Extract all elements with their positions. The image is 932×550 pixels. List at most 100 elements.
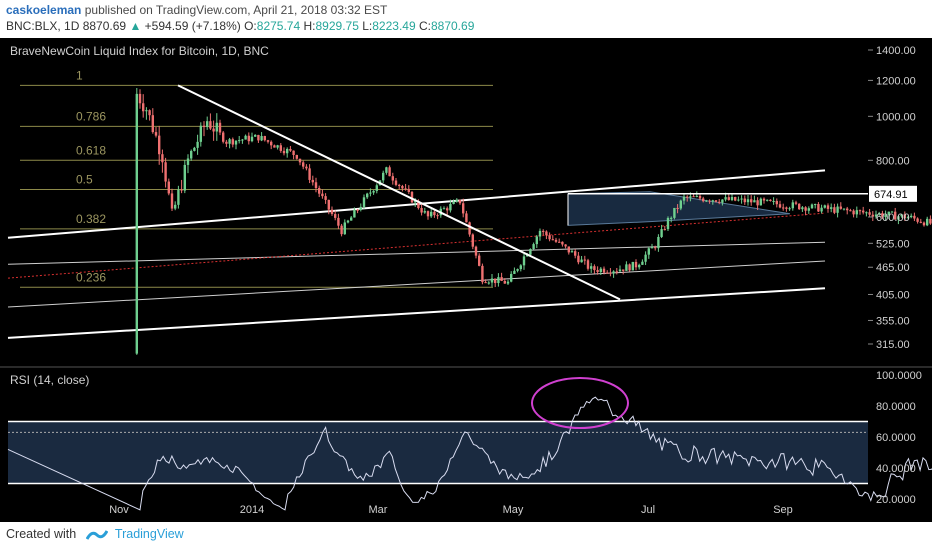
candle-body bbox=[695, 195, 698, 197]
candle-body bbox=[785, 207, 788, 209]
candle-body bbox=[506, 281, 510, 284]
candle-body bbox=[215, 122, 218, 132]
price-tick-label: 405.00 bbox=[876, 289, 910, 301]
time-tick-label: Mar bbox=[369, 504, 388, 516]
candle-body bbox=[782, 207, 785, 209]
candle-body bbox=[545, 231, 548, 236]
candle-body bbox=[692, 196, 695, 198]
candle-body bbox=[458, 199, 462, 204]
candle-body bbox=[241, 139, 244, 141]
rsi-tick-label: 60.0000 bbox=[876, 432, 916, 444]
candle-body bbox=[177, 189, 180, 205]
candle-body bbox=[311, 179, 314, 183]
candle-body bbox=[298, 158, 302, 163]
symbol-label: BNC:BLX, 1D bbox=[6, 19, 80, 33]
candle-body bbox=[887, 211, 890, 215]
candle-body bbox=[897, 216, 900, 220]
candle-body bbox=[206, 121, 209, 128]
candle-body bbox=[730, 197, 734, 201]
rsi-tick-label: 20.0000 bbox=[876, 494, 916, 506]
candle-body bbox=[362, 197, 366, 207]
candle-body bbox=[190, 150, 193, 159]
candle-body bbox=[199, 125, 202, 142]
candle-body bbox=[394, 180, 398, 185]
candle-body bbox=[682, 196, 686, 201]
candle-body bbox=[151, 115, 154, 133]
price-tag-box bbox=[869, 185, 917, 202]
candle-body bbox=[670, 217, 673, 219]
candle-body bbox=[446, 208, 449, 211]
main-chart-title: BraveNewCoin Liquid Index for Bitcoin, 1… bbox=[10, 44, 269, 58]
candle-body bbox=[609, 272, 612, 274]
candle-body bbox=[430, 211, 433, 217]
low-value: 8223.49 bbox=[372, 19, 416, 33]
candle-body bbox=[740, 198, 743, 200]
candle-body bbox=[183, 164, 186, 191]
candle-body bbox=[561, 241, 564, 245]
author-link[interactable]: caskoeleman bbox=[6, 3, 82, 17]
candle-body bbox=[238, 140, 241, 142]
candle-body bbox=[142, 103, 145, 112]
candle-body bbox=[705, 200, 708, 202]
candle-body bbox=[718, 201, 721, 203]
price-tick-label: 800.00 bbox=[876, 155, 910, 167]
candle-body bbox=[631, 261, 634, 271]
time-axis[interactable]: Nov 2014 Mar May Jul Sep bbox=[109, 504, 793, 516]
candle-body bbox=[500, 277, 503, 281]
candle-body bbox=[650, 247, 654, 249]
candle-body bbox=[586, 260, 590, 269]
candle-body bbox=[542, 230, 545, 232]
candle-body bbox=[711, 200, 714, 202]
candle-body bbox=[452, 201, 455, 204]
fib-label: 0.382 bbox=[76, 212, 106, 226]
candle-body bbox=[225, 141, 228, 144]
candle-body bbox=[218, 122, 222, 133]
footer: Created with TradingView bbox=[6, 527, 184, 541]
candle-body bbox=[580, 259, 583, 263]
candle-body bbox=[874, 214, 878, 217]
candle-body bbox=[318, 187, 321, 194]
tradingview-link[interactable]: TradingView bbox=[114, 527, 184, 541]
candle-body bbox=[222, 132, 225, 142]
candle-body bbox=[791, 202, 794, 209]
candle-body bbox=[490, 278, 494, 283]
price-axis[interactable]: 1400.00 1200.00 1000.00 800.00 600.00 525.00 4… bbox=[868, 45, 917, 351]
candle-body bbox=[366, 193, 369, 198]
candle-body bbox=[865, 212, 868, 214]
candle-body bbox=[599, 268, 602, 272]
candle-body bbox=[161, 154, 164, 163]
rsi-tick-label: 100.0000 bbox=[876, 370, 922, 382]
candle-body bbox=[689, 196, 692, 198]
candle-body bbox=[654, 247, 657, 249]
candle-body bbox=[910, 215, 913, 218]
candle-body bbox=[852, 210, 855, 215]
candle-body bbox=[926, 218, 929, 226]
price-tick-label: 525.00 bbox=[876, 238, 910, 250]
candle-body bbox=[289, 148, 292, 151]
candle-body bbox=[538, 230, 542, 237]
candle-body bbox=[698, 195, 702, 199]
candle-body bbox=[810, 204, 814, 209]
candle-body bbox=[660, 229, 663, 237]
rsi-band bbox=[8, 421, 868, 484]
channel-inner-lower-line bbox=[7, 260, 826, 308]
candle-body bbox=[180, 189, 183, 191]
candle-body bbox=[273, 145, 276, 148]
candle-body bbox=[615, 271, 618, 273]
price-tick-label: 1400.00 bbox=[876, 45, 916, 57]
rsi-tick-label: 80.0000 bbox=[876, 401, 916, 413]
candle-body bbox=[423, 211, 426, 213]
candle-body bbox=[638, 264, 641, 268]
candle-body bbox=[388, 167, 391, 177]
candle-body bbox=[196, 141, 199, 148]
candle-body bbox=[529, 249, 532, 255]
candle-body bbox=[634, 261, 638, 268]
candle-body bbox=[801, 207, 804, 210]
candle-body bbox=[305, 166, 308, 169]
fib-label: 0.5 bbox=[76, 172, 93, 186]
candle-body bbox=[657, 236, 660, 249]
candle-body bbox=[737, 199, 740, 201]
price-tick-label: 465.00 bbox=[876, 262, 910, 274]
candle-body bbox=[759, 198, 762, 206]
